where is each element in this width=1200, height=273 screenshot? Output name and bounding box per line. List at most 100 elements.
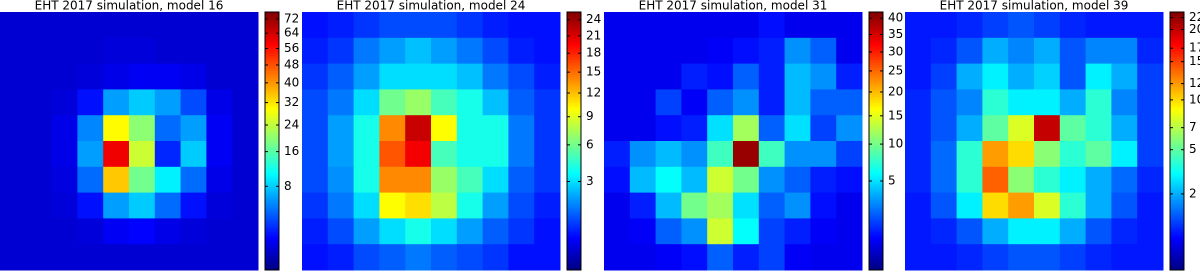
colorbar-step: [567, 130, 581, 134]
heatmap-cell: [1085, 63, 1112, 90]
colorbar-step: [567, 177, 581, 180]
colorbar-step: [869, 68, 883, 71]
colorbar-step: [567, 267, 581, 271]
heatmap-cell: [810, 115, 837, 142]
colorbar-step: [869, 62, 883, 65]
colorbar-step: [567, 72, 581, 75]
colorbar-step: [1170, 84, 1184, 88]
colorbar-step: [265, 32, 279, 35]
colorbar-step: [869, 100, 883, 104]
heatmap-cell: [1034, 89, 1061, 116]
heatmap-cell: [655, 63, 682, 90]
heatmap-cell: [508, 244, 535, 271]
heatmap-cell: [405, 63, 432, 90]
heatmap-cell: [836, 12, 863, 39]
heatmap-cell: [681, 115, 708, 142]
colorbar-step: [265, 231, 279, 235]
heatmap-cell: [784, 218, 811, 245]
heatmap-cell: [129, 115, 156, 142]
colorbar-step: [869, 120, 883, 124]
colorbar-step: [869, 239, 883, 243]
colorbar-step: [1170, 78, 1184, 82]
colorbar-step: [1170, 114, 1184, 118]
colorbar-step: [1170, 253, 1184, 257]
heatmap-cell: [655, 166, 682, 194]
colorbar-step: [265, 56, 279, 59]
colorbar-tick-label: 10: [888, 137, 903, 151]
colorbar-step: [265, 74, 279, 77]
heatmap-cell: [810, 63, 837, 90]
heatmap-cell: [154, 218, 182, 245]
heatmap-cell: [1034, 244, 1061, 271]
colorbar-step: [869, 102, 883, 106]
colorbar-step: [869, 183, 883, 186]
heatmap-cell: [604, 63, 631, 90]
colorbar-step: [1170, 227, 1184, 231]
colorbar-step: [265, 207, 279, 211]
heatmap-cell: [103, 244, 130, 271]
heatmap-cell: [707, 218, 734, 245]
colorbar-step: [1170, 24, 1184, 27]
colorbar-tick-label: 24: [284, 118, 299, 132]
colorbar-step: [265, 42, 279, 45]
colorbar-step: [567, 108, 581, 112]
heatmap-cell: [810, 192, 837, 219]
heatmap-cell: [77, 89, 104, 116]
heatmap-cell: [232, 63, 259, 90]
heatmap-cell: [431, 12, 458, 39]
colorbar-step: [1170, 265, 1184, 269]
heatmap-cell: [1111, 89, 1138, 116]
colorbar-step: [1170, 14, 1184, 17]
colorbar-step: [567, 94, 581, 98]
colorbar-step: [869, 32, 883, 35]
colorbar-step: [869, 74, 883, 77]
heatmap-cell: [405, 166, 432, 194]
heatmap-cell: [836, 192, 863, 219]
colorbar-step: [567, 100, 581, 104]
colorbar-step: [869, 24, 883, 27]
colorbar-tick-label: 9: [586, 109, 594, 123]
heatmap-cell: [456, 89, 484, 116]
colorbar-step: [265, 36, 279, 39]
colorbar-step: [567, 136, 581, 140]
colorbar-step: [869, 257, 883, 261]
heatmap-cell: [0, 218, 27, 245]
colorbar-step: [567, 64, 581, 67]
colorbar-step: [567, 92, 581, 96]
heatmap-cell: [206, 63, 233, 90]
heatmap-cell: [681, 63, 708, 90]
heatmap-cell: [681, 218, 708, 245]
heatmap-cell: [180, 37, 207, 65]
heatmap-cell: [154, 192, 182, 219]
heatmap-cell: [327, 12, 355, 39]
colorbar-step: [1170, 32, 1184, 35]
colorbar-step: [567, 110, 581, 114]
heatmap-cell: [1137, 89, 1164, 116]
colorbar-step: [1170, 102, 1184, 106]
heatmap-cell: [707, 63, 734, 90]
heatmap-cell: [1085, 89, 1112, 116]
colorbar-step: [869, 153, 883, 156]
heatmap-cell: [302, 63, 329, 90]
heatmap-cell: [1008, 115, 1035, 142]
colorbar-step: [1170, 16, 1184, 19]
colorbar-step: [1170, 167, 1184, 170]
heatmap-cell: [77, 166, 104, 194]
colorbar-step: [265, 265, 279, 269]
colorbar-step: [265, 20, 279, 23]
heatmap-cell: [707, 37, 734, 65]
heatmap-cell: [206, 218, 233, 245]
heatmap-cell: [51, 115, 78, 142]
heatmap-cell: [431, 244, 458, 271]
colorbar-step: [869, 88, 883, 92]
heatmap-cell: [930, 192, 958, 219]
colorbar-step: [869, 106, 883, 110]
colorbar-step: [567, 227, 581, 231]
heatmap-cell: [405, 37, 432, 65]
colorbar-step: [265, 209, 279, 213]
colorbar-step: [1170, 42, 1184, 45]
colorbar-step: [869, 58, 883, 61]
colorbar-step: [869, 165, 883, 168]
colorbar-step: [1170, 177, 1184, 180]
